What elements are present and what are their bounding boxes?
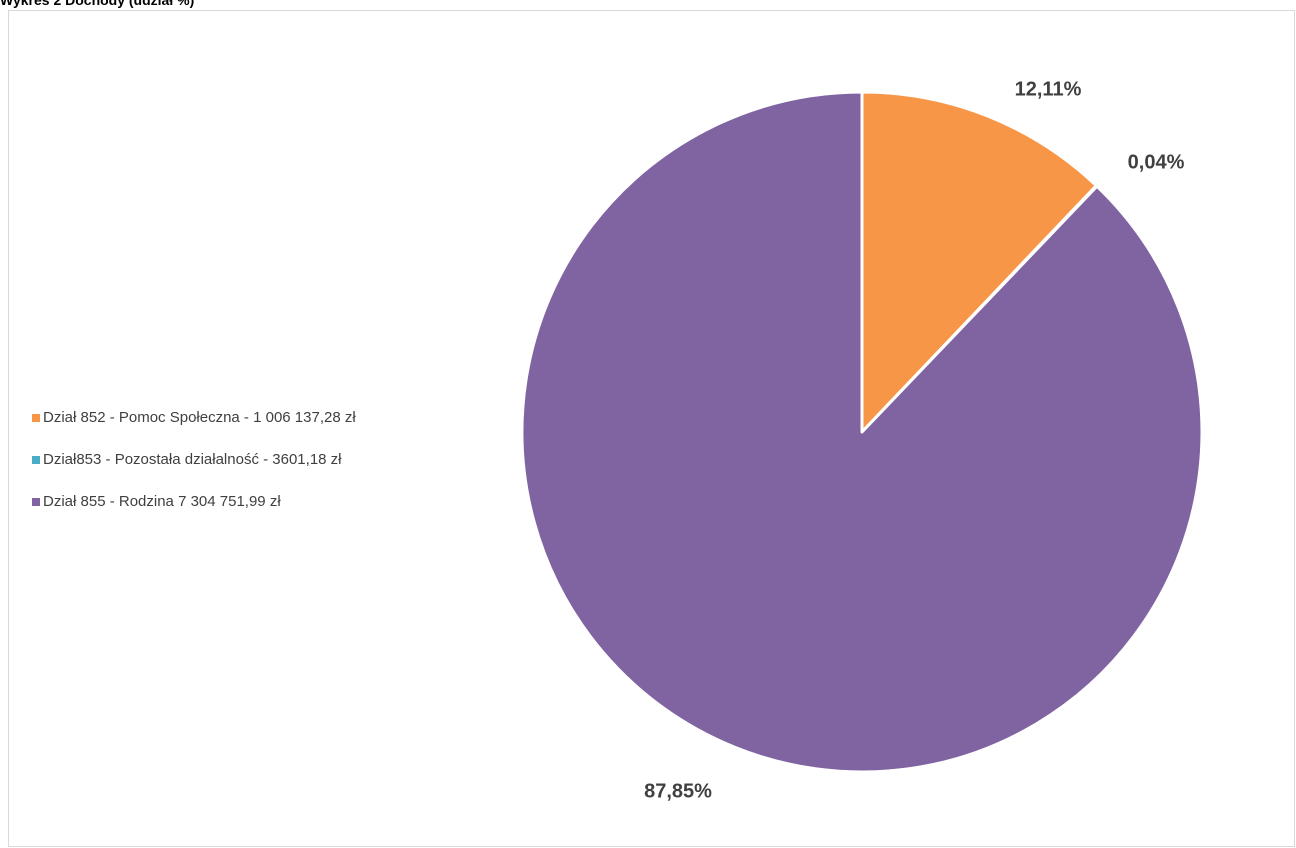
chart-legend: Dział 852 - Pomoc Społeczna - 1 006 137,… [32, 408, 356, 534]
pie-labels: 12,11% 0,04% 87,85% [644, 78, 1184, 802]
legend-swatch [32, 456, 40, 464]
page-title: Wykres 2 Dochody (udział %) [0, 0, 195, 8]
legend-swatch [32, 414, 40, 422]
pie-slices [520, 90, 1204, 774]
legend-item: Dział853 - Pozostała działalność - 3601,… [32, 450, 356, 470]
data-label: 12,11% [1015, 78, 1082, 100]
pie-slice [860, 90, 1098, 434]
pie-slice [520, 90, 1204, 774]
legend-label: Dział853 - Pozostała działalność - 3601,… [43, 451, 342, 468]
legend-item: Dział 855 - Rodzina 7 304 751,99 zł [32, 492, 356, 512]
legend-label: Dział 855 - Rodzina 7 304 751,99 zł [43, 493, 281, 510]
data-label: 0,04% [1128, 151, 1185, 173]
legend-label: Dział 852 - Pomoc Społeczna - 1 006 137,… [43, 409, 356, 426]
legend-item: Dział 852 - Pomoc Społeczna - 1 006 137,… [32, 408, 356, 428]
legend-swatch [32, 498, 40, 506]
data-label: 87,85% [644, 780, 712, 802]
